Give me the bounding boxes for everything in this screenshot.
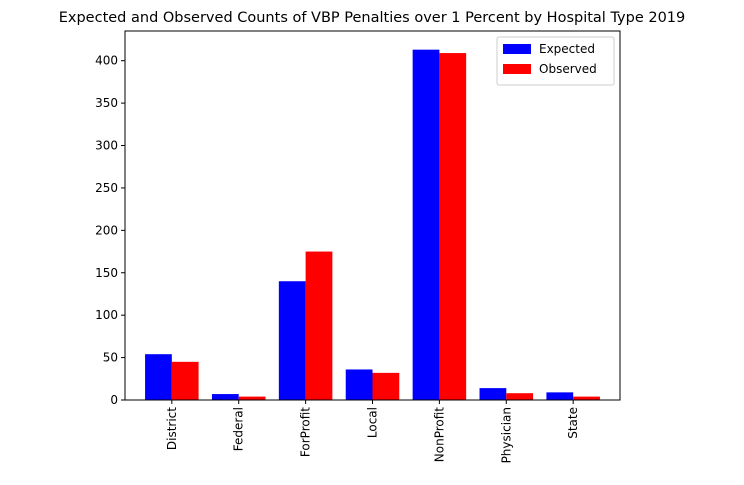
axes-group: 0 50 100 150 200 250 300 350 400 District Federal F… bbox=[95, 30, 621, 463]
bars-group bbox=[145, 49, 600, 401]
x-tick-label: NonProfit bbox=[432, 407, 446, 463]
bar-expected-state bbox=[546, 392, 574, 400]
x-tick-label: Physician bbox=[499, 407, 513, 463]
plot-frame bbox=[124, 30, 621, 401]
y-tick-label: 400 bbox=[95, 54, 118, 68]
y-tick-label: 150 bbox=[95, 266, 118, 280]
bar-observed-physician bbox=[506, 393, 534, 400]
y-tick-label: 0 bbox=[110, 393, 118, 407]
bar-observed-state bbox=[573, 396, 600, 400]
x-tick-label: ForProfit bbox=[299, 407, 313, 457]
bar-observed-forprofit bbox=[305, 251, 333, 400]
bar-observed-nonprofit bbox=[439, 53, 467, 401]
chart-title: Expected and Observed Counts of VBP Pena… bbox=[59, 10, 686, 26]
x-tick-label: State bbox=[566, 407, 580, 439]
x-tick-label: Federal bbox=[232, 407, 246, 451]
y-tick-label: 200 bbox=[95, 223, 118, 237]
y-tick-label: 350 bbox=[95, 96, 118, 110]
y-tick-label: 100 bbox=[95, 308, 118, 322]
bar-observed-district bbox=[171, 361, 199, 400]
bar-observed-local bbox=[372, 372, 400, 400]
bar-expected-federal bbox=[211, 394, 239, 400]
legend-swatch-observed bbox=[503, 64, 531, 74]
x-tick-label: District bbox=[165, 407, 179, 450]
bar-expected-nonprofit bbox=[412, 49, 440, 400]
x-tick-label: Local bbox=[366, 407, 380, 438]
legend-label-observed: Observed bbox=[539, 62, 597, 76]
y-tick-label: 300 bbox=[95, 139, 118, 153]
y-tick-label: 250 bbox=[95, 181, 118, 195]
bar-expected-local bbox=[345, 369, 373, 400]
legend: Expected Observed bbox=[496, 36, 615, 86]
y-tick-label: 50 bbox=[103, 351, 118, 365]
legend-swatch-expected bbox=[503, 44, 531, 54]
bar-expected-forprofit bbox=[278, 281, 306, 400]
bar-expected-physician bbox=[479, 388, 507, 400]
bar-expected-district bbox=[145, 354, 172, 400]
legend-label-expected: Expected bbox=[539, 42, 595, 56]
bar-observed-federal bbox=[238, 396, 266, 400]
